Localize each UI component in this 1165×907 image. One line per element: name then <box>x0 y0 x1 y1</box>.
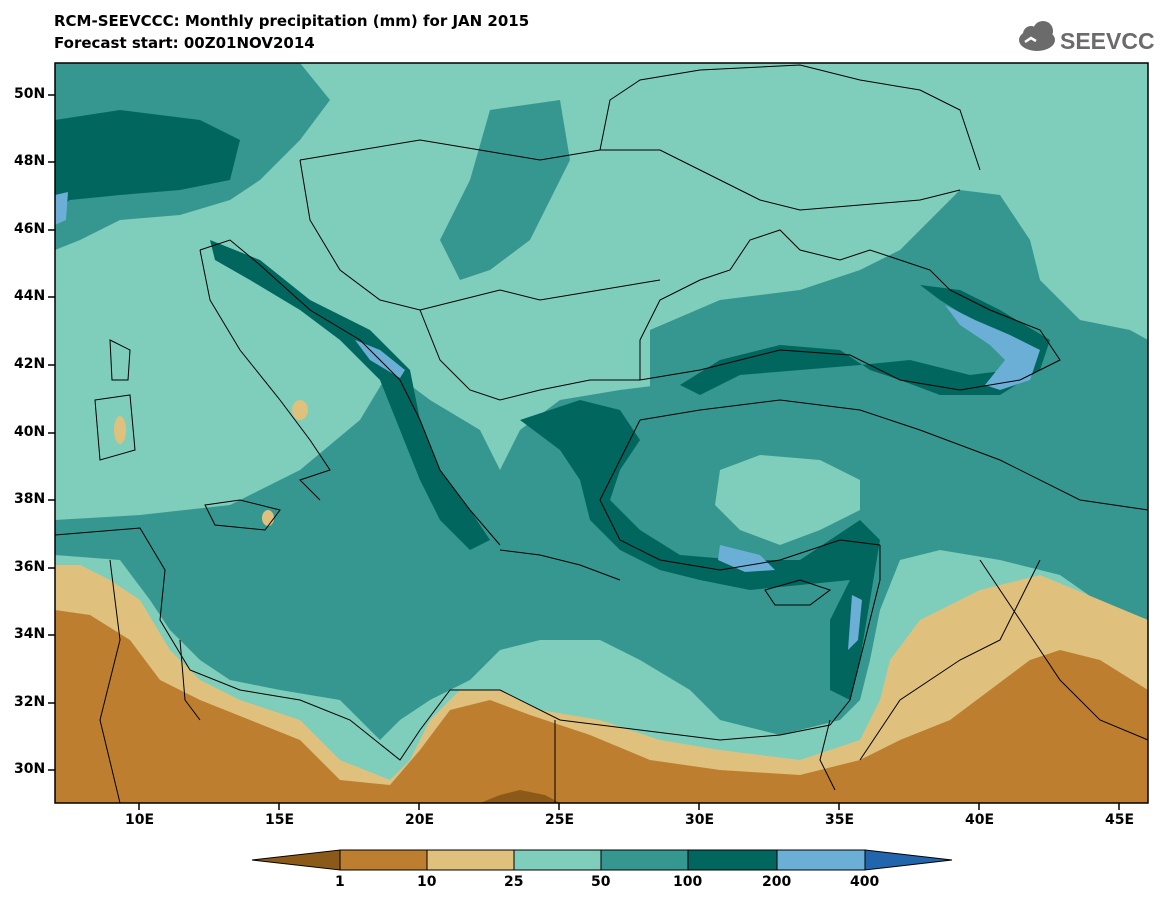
band-below-1 <box>480 790 560 803</box>
lat-label-36n: 36N <box>14 559 46 575</box>
lon-label-10e: 10E <box>125 812 155 828</box>
lon-label-45e: 45E <box>1105 812 1135 828</box>
colorbar-swatch-above-400 <box>864 849 953 871</box>
logo-text: SEEVCCC <box>1060 28 1155 54</box>
band-100-200-adriatic <box>210 240 490 550</box>
map-title: RCM-SEEVCCC: Monthly precipitation (mm) … <box>54 12 530 30</box>
italy-patch <box>292 400 308 420</box>
band-200-400-alps <box>55 192 68 225</box>
lat-label-42n: 42N <box>14 356 46 372</box>
band-200-400-georgia <box>945 305 1040 390</box>
lat-label-46n: 46N <box>14 221 46 237</box>
axis-ticks <box>48 94 1120 810</box>
seevccc-logo: SEEVCCC <box>1019 21 1155 54</box>
colorbar-swatch-25-50 <box>513 849 602 871</box>
colorbar-label-10: 10 <box>417 874 437 890</box>
colorbar-label-50: 50 <box>591 874 611 890</box>
forecast-start-label: Forecast start: 00Z01NOV2014 <box>54 34 315 52</box>
lat-label-44n: 44N <box>14 288 46 304</box>
lon-label-35e: 35E <box>825 812 855 828</box>
band-200-400-adriatic <box>355 340 405 378</box>
lat-label-34n: 34N <box>14 626 46 642</box>
sardinia-patch <box>114 416 126 444</box>
colorbar <box>251 849 953 871</box>
lon-label-40e: 40E <box>965 812 995 828</box>
lon-label-20e: 20E <box>405 812 435 828</box>
colorbar-swatch-50-100 <box>600 849 689 871</box>
colorbar-swatch-100-200 <box>687 849 778 871</box>
band-50-100-carpathians <box>440 100 570 280</box>
lat-label-48n: 48N <box>14 153 46 169</box>
band-100-200-blacksea <box>680 285 1050 395</box>
band-200-400-levant <box>848 595 862 650</box>
colorbar-swatch-200-400 <box>776 849 866 871</box>
colorbar-label-1: 1 <box>335 874 345 890</box>
band-100-200-north <box>55 110 240 210</box>
colorbar-swatch-10-25 <box>426 849 515 871</box>
colorbar-label-100: 100 <box>673 874 703 890</box>
colorbar-label-400: 400 <box>850 874 880 890</box>
lon-label-15e: 15E <box>265 812 295 828</box>
precipitation-field <box>55 63 1148 803</box>
band-10-25 <box>55 565 1148 803</box>
colorbar-swatch-1-10 <box>339 849 428 871</box>
colorbar-swatch-below-1 <box>251 849 341 871</box>
band-1-10 <box>55 610 1148 803</box>
lat-label-40n: 40N <box>14 424 46 440</box>
band-200-400-turkey-south <box>718 545 775 572</box>
lon-label-25e: 25E <box>545 812 575 828</box>
band-50-100-blacksea <box>650 190 1148 470</box>
colorbar-label-200: 200 <box>762 874 792 890</box>
coastlines <box>55 64 1148 803</box>
lat-label-38n: 38N <box>14 491 46 507</box>
lat-label-32n: 32N <box>14 694 46 710</box>
band-50-100-anatolia-inner <box>715 455 860 545</box>
band-100-200-aegean <box>520 400 880 700</box>
lon-label-30e: 30E <box>685 812 715 828</box>
colorbar-label-25: 25 <box>504 874 524 890</box>
sicily-patch <box>262 510 274 526</box>
lat-label-50n: 50N <box>14 86 46 102</box>
lat-label-30n: 30N <box>14 761 46 777</box>
